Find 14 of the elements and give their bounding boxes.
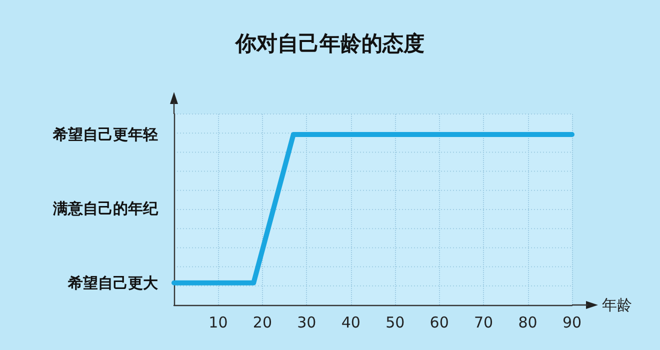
x-tick-label: 60 <box>430 314 449 332</box>
chart-title: 你对自己年龄的态度 <box>234 32 424 56</box>
x-axis-title: 年龄 <box>602 296 632 314</box>
x-tick-label: 20 <box>252 314 272 332</box>
text: 希望自己更年轻 <box>52 125 158 144</box>
text: 满意自己的年纪 <box>52 200 159 218</box>
x-tick-label: 30 <box>297 314 316 332</box>
x-tick-label: 80 <box>518 314 538 332</box>
x-tick-label: 10 <box>208 314 228 332</box>
x-tick-label: 90 <box>562 314 582 332</box>
x-tick-label: 50 <box>386 314 405 332</box>
text: 希望自己更大 <box>67 274 159 292</box>
x-tick-label: 70 <box>474 314 494 332</box>
x-tick-label: 40 <box>341 314 360 332</box>
